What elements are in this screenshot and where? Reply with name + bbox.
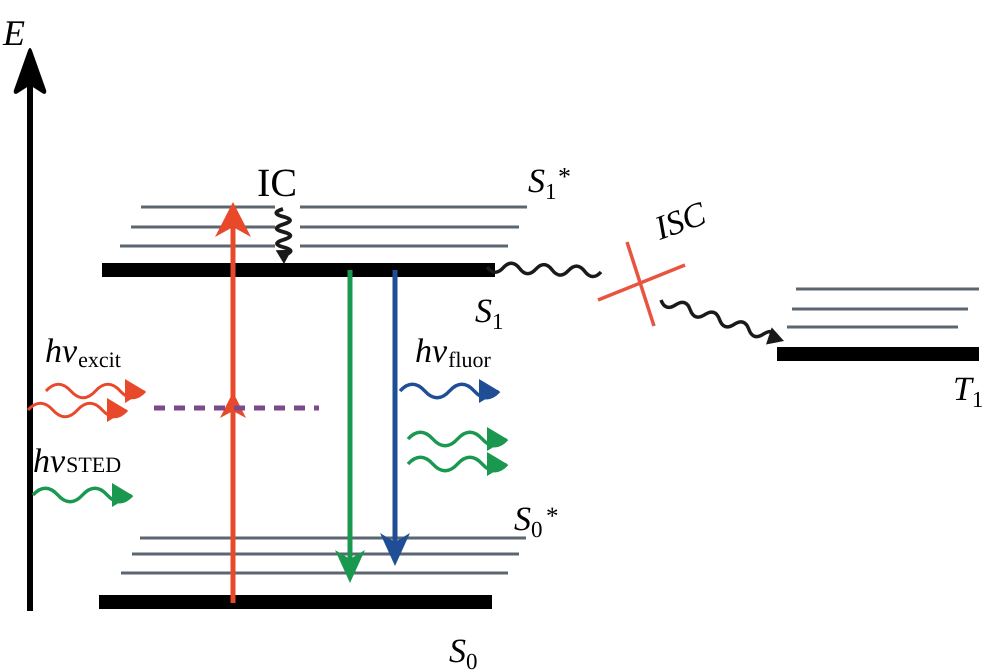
svg-text:T1: T1 (953, 371, 983, 412)
svg-text:S1: S1 (475, 293, 504, 334)
svg-text:*: * (558, 162, 571, 191)
svg-text:S0: S0 (449, 633, 478, 672)
svg-text:hvexcit: hvexcit (45, 333, 121, 372)
svg-text:IC: IC (257, 160, 297, 205)
svg-text:S1: S1 (528, 163, 557, 204)
svg-text:S0: S0 (514, 501, 543, 542)
svg-text:ISC: ISC (649, 195, 711, 248)
svg-text:E: E (2, 13, 25, 53)
svg-text:*: * (546, 503, 559, 530)
svg-text:hvSTED: hvSTED (33, 443, 121, 480)
svg-text:hvfluor: hvfluor (415, 333, 492, 372)
